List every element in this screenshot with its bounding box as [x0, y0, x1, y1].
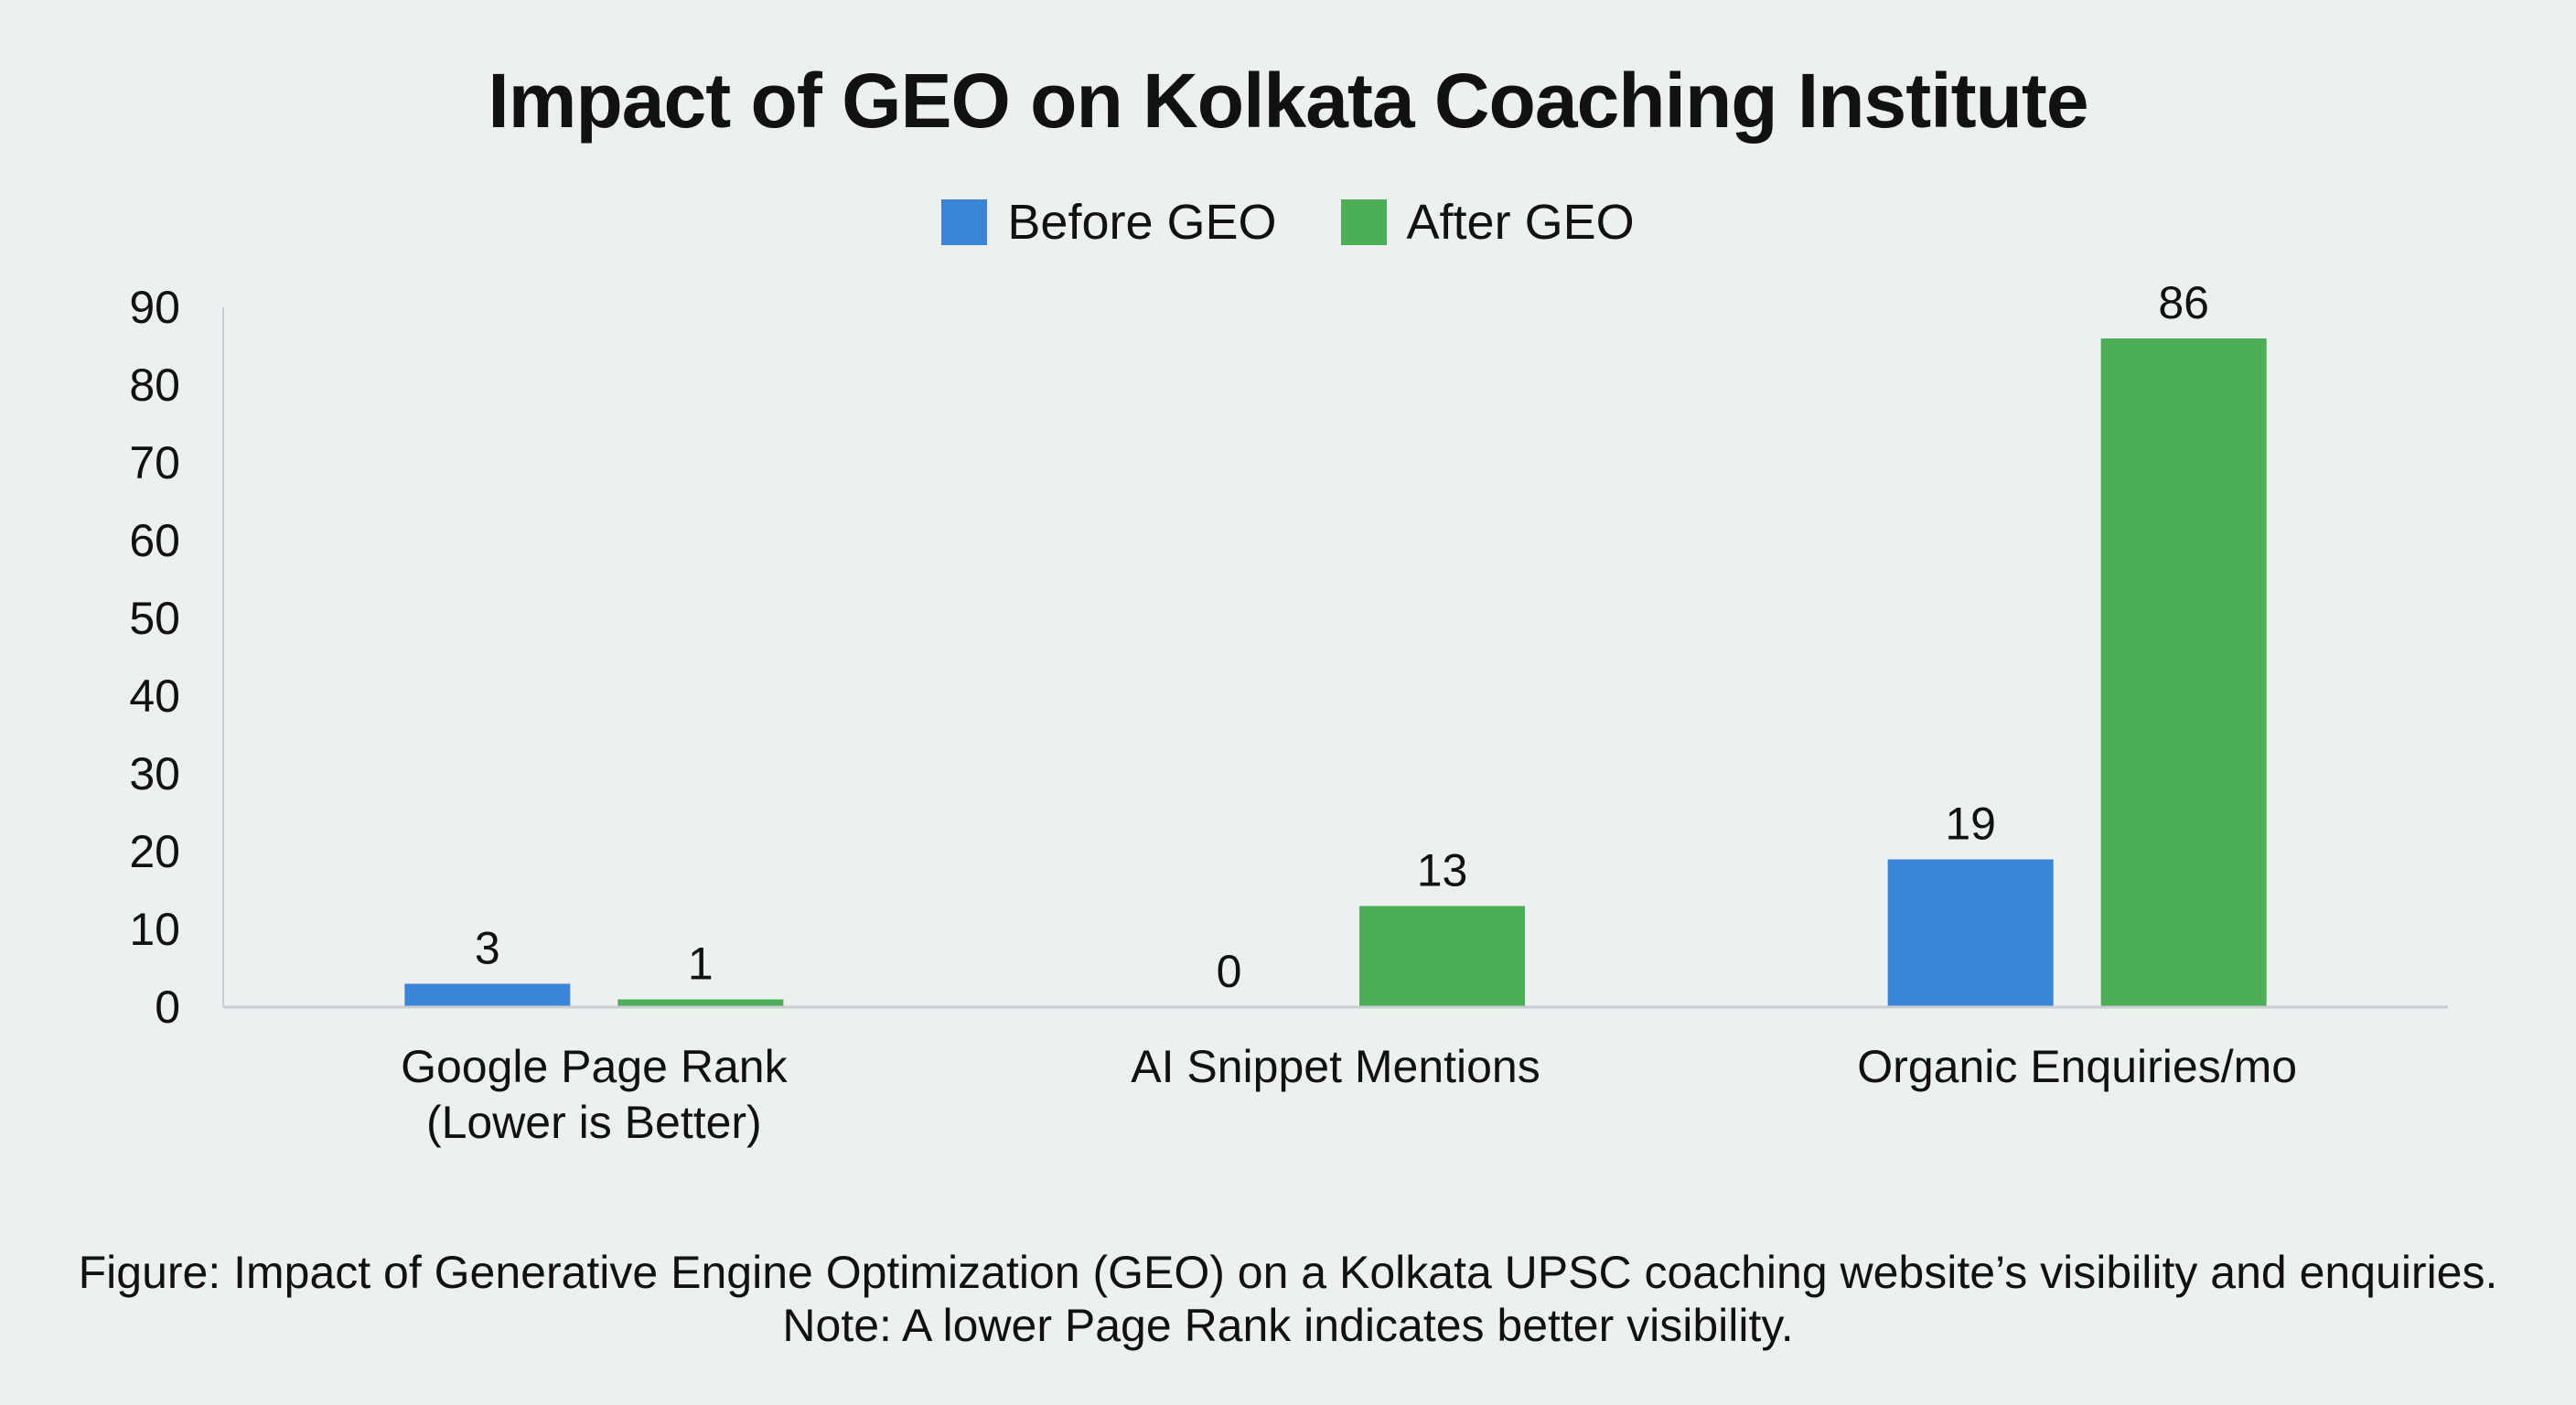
chart-title: Impact of GEO on Kolkata Coaching Instit… [488, 58, 2088, 144]
y-tick-label: 30 [129, 748, 180, 799]
y-tick-label: 0 [155, 981, 180, 1033]
x-tick-label: AI Snippet Mentions [1131, 1041, 1540, 1092]
y-tick-label: 10 [129, 904, 180, 955]
legend-item-before: Before GEO [941, 194, 1277, 251]
y-tick-label: 90 [129, 282, 180, 333]
y-tick-label: 60 [129, 515, 180, 566]
data-label: 1 [688, 938, 714, 990]
legend-label-before: Before GEO [1007, 195, 1277, 250]
legend-item-after: After GEO [1340, 194, 1635, 251]
data-label: 0 [1217, 946, 1242, 997]
y-tick-label: 40 [129, 670, 180, 722]
y-tick-label: 20 [129, 826, 180, 877]
x-tick-label: (Lower is Better) [426, 1097, 762, 1148]
data-label: 19 [1945, 799, 1996, 850]
bar-before [1887, 859, 2054, 1007]
bar-before [404, 983, 571, 1007]
y-tick-label: 80 [129, 359, 180, 411]
y-tick-label: 70 [129, 437, 180, 488]
x-tick-label: Organic Enquiries/mo [1857, 1041, 2297, 1092]
data-label: 86 [2158, 277, 2209, 328]
y-tick-label: 50 [129, 593, 180, 644]
bar-after [1359, 906, 1525, 1007]
figure-caption: Figure: Impact of Generative Engine Opti… [78, 1247, 2498, 1298]
bar-after [2100, 338, 2267, 1007]
x-tick-label: Google Page Rank [401, 1041, 789, 1092]
data-label: 3 [475, 923, 500, 974]
legend-label-after: After GEO [1406, 195, 1635, 250]
legend-swatch-before [941, 199, 988, 245]
legend-swatch-after [1340, 199, 1387, 245]
figure-note: Note: A lower Page Rank indicates better… [782, 1300, 1794, 1351]
legend: Before GEO After GEO [0, 194, 2576, 251]
bar-after [617, 999, 784, 1007]
data-label: 13 [1417, 845, 1468, 896]
